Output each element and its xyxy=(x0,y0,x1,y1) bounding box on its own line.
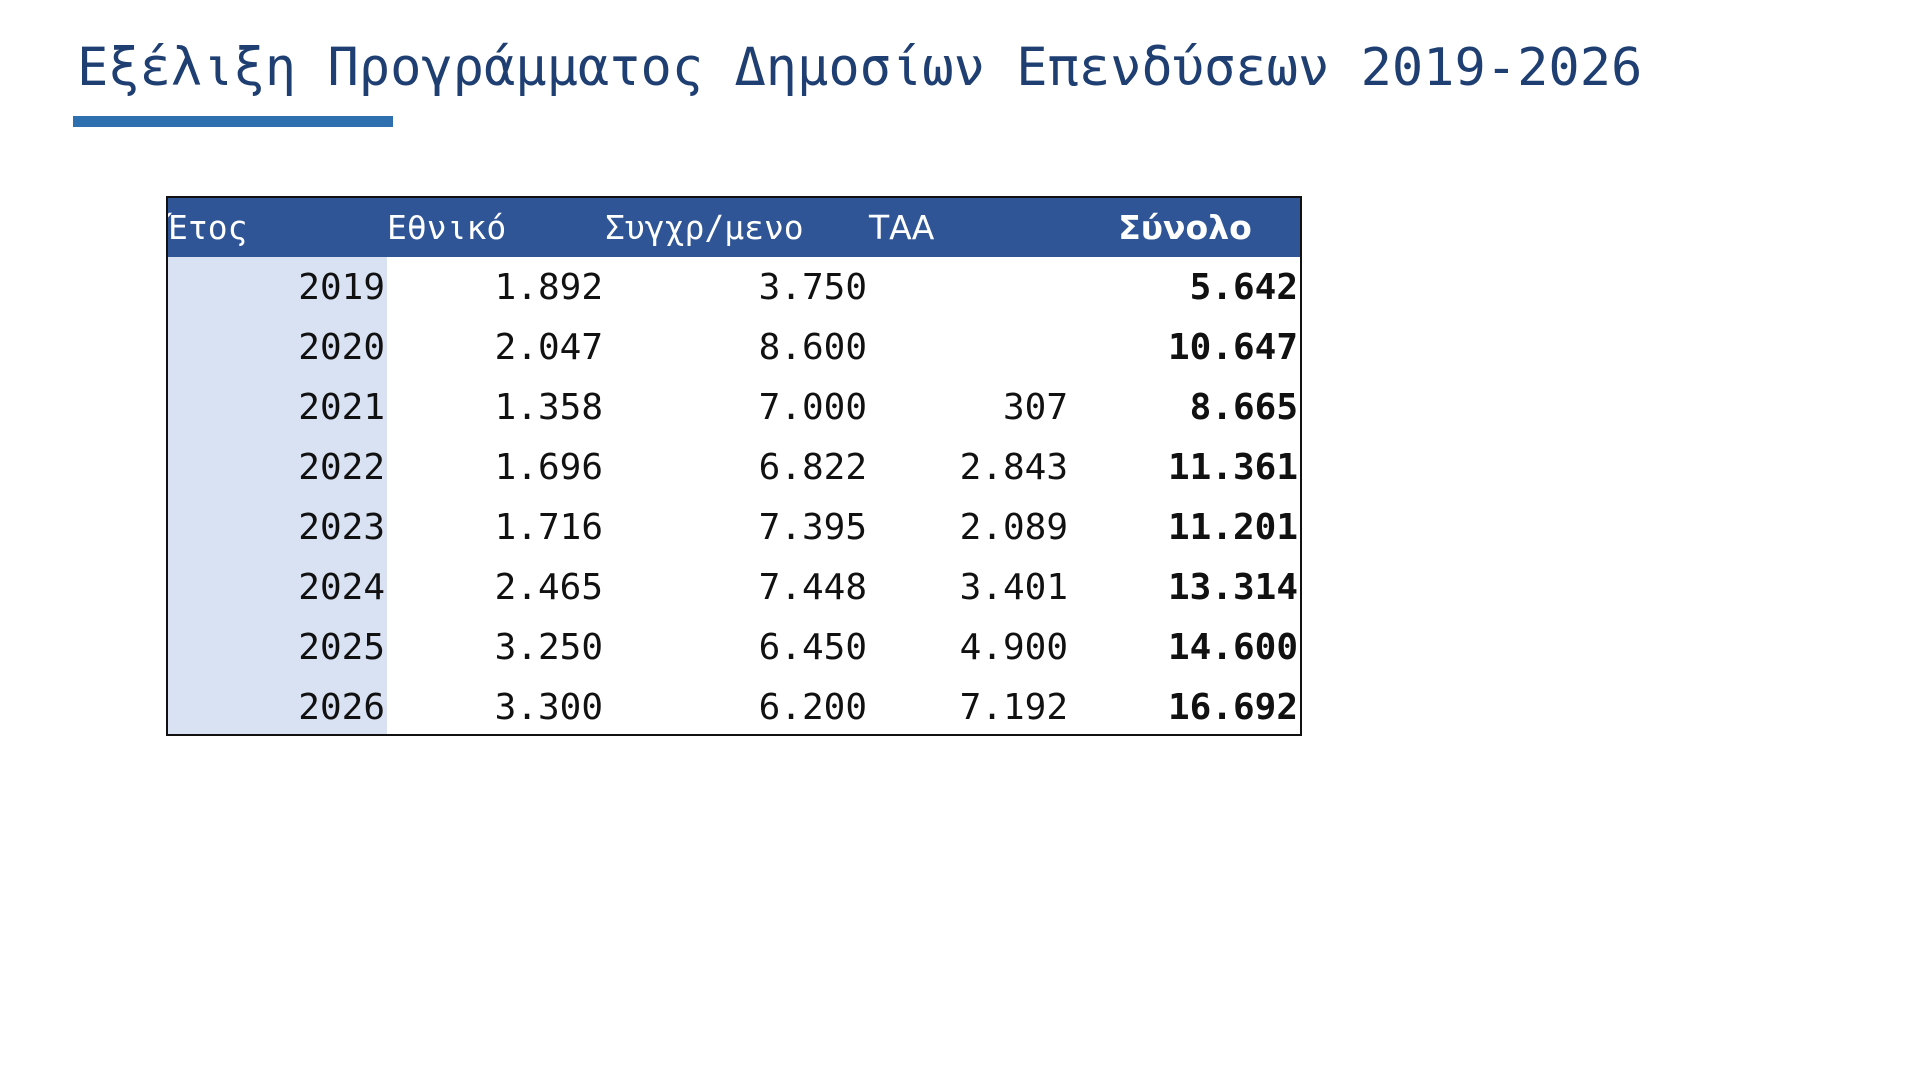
cell-year: 2020 xyxy=(168,317,387,377)
cell-national: 1.716 xyxy=(494,506,603,548)
table-row: 2020 2.047 8.600 10.647 xyxy=(168,317,1300,377)
cell-year: 2026 xyxy=(168,677,387,734)
header-year: Έτος xyxy=(168,208,248,247)
cell-cofinanced: 6.200 xyxy=(758,686,867,728)
table-row: 2024 2.465 7.448 3.401 13.314 xyxy=(168,557,1300,617)
cell-national: 3.300 xyxy=(494,686,603,728)
cell-year: 2024 xyxy=(168,557,387,617)
cell-cofinanced: 7.000 xyxy=(758,386,867,428)
cell-year: 2025 xyxy=(168,617,387,677)
header-total: Σύνολο xyxy=(1118,208,1252,247)
title-underline xyxy=(73,116,393,127)
table-row: 2021 1.358 7.000 307 8.665 xyxy=(168,377,1300,437)
header-national: Εθνικό xyxy=(387,208,507,247)
table-row: 2025 3.250 6.450 4.900 14.600 xyxy=(168,617,1300,677)
cell-national: 2.465 xyxy=(494,566,603,608)
table-body: 2019 1.892 3.750 5.642 2020 2.047 8.600 … xyxy=(168,257,1300,734)
cell-taa: 307 xyxy=(1002,386,1068,428)
header-cofinanced: Συγχρ/μενο xyxy=(605,208,804,247)
cell-cofinanced: 3.750 xyxy=(758,266,867,308)
cell-year: 2021 xyxy=(168,377,387,437)
investment-table: Έτος Εθνικό Συγχρ/μενο ΤΑΑ Σύνολο 2019 1… xyxy=(166,196,1302,736)
cell-total: 8.665 xyxy=(1189,386,1298,428)
cell-total: 14.600 xyxy=(1167,626,1298,668)
cell-total: 5.642 xyxy=(1189,266,1298,308)
header-taa: ΤΑΑ xyxy=(869,208,935,247)
cell-national: 1.696 xyxy=(494,446,603,488)
cell-taa xyxy=(869,317,1070,377)
cell-taa: 2.089 xyxy=(959,506,1068,548)
table-header: Έτος Εθνικό Συγχρ/μενο ΤΑΑ Σύνολο xyxy=(168,198,1300,257)
cell-taa: 3.401 xyxy=(959,566,1068,608)
cell-year: 2022 xyxy=(168,437,387,497)
cell-national: 3.250 xyxy=(494,626,603,668)
cell-total: 10.647 xyxy=(1167,326,1298,368)
cell-cofinanced: 6.450 xyxy=(758,626,867,668)
cell-year: 2019 xyxy=(168,257,387,317)
data-table: Έτος Εθνικό Συγχρ/μενο ΤΑΑ Σύνολο 2019 1… xyxy=(168,198,1300,734)
table-row: 2023 1.716 7.395 2.089 11.201 xyxy=(168,497,1300,557)
cell-total: 16.692 xyxy=(1167,686,1298,728)
table-row: 2019 1.892 3.750 5.642 xyxy=(168,257,1300,317)
cell-year: 2023 xyxy=(168,497,387,557)
cell-total: 13.314 xyxy=(1167,566,1298,608)
cell-national: 2.047 xyxy=(494,326,603,368)
cell-cofinanced: 7.395 xyxy=(758,506,867,548)
cell-taa: 4.900 xyxy=(959,626,1068,668)
cell-total: 11.201 xyxy=(1167,506,1298,548)
cell-cofinanced: 7.448 xyxy=(758,566,867,608)
table-row: 2026 3.300 6.200 7.192 16.692 xyxy=(168,677,1300,734)
header-row: Έτος Εθνικό Συγχρ/μενο ΤΑΑ Σύνολο xyxy=(168,198,1300,257)
cell-cofinanced: 6.822 xyxy=(758,446,867,488)
cell-taa: 7.192 xyxy=(959,686,1068,728)
slide-title: Εξέλιξη Προγράμματος Δημοσίων Επενδύσεων… xyxy=(77,38,1643,98)
cell-taa xyxy=(869,257,1070,317)
table-row: 2022 1.696 6.822 2.843 11.361 xyxy=(168,437,1300,497)
cell-national: 1.358 xyxy=(494,386,603,428)
cell-total: 11.361 xyxy=(1167,446,1298,488)
cell-cofinanced: 8.600 xyxy=(758,326,867,368)
cell-taa: 2.843 xyxy=(959,446,1068,488)
cell-national: 1.892 xyxy=(494,266,603,308)
